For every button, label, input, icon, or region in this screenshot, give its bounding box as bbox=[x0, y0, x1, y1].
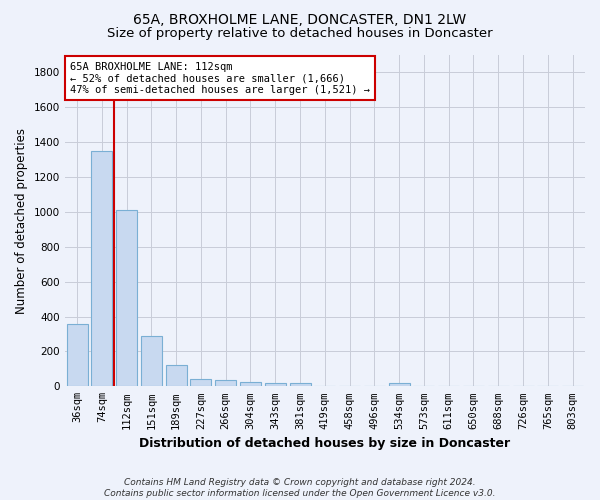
Text: 65A BROXHOLME LANE: 112sqm
← 52% of detached houses are smaller (1,666)
47% of s: 65A BROXHOLME LANE: 112sqm ← 52% of deta… bbox=[70, 62, 370, 95]
Bar bbox=[67, 324, 88, 386]
Text: Size of property relative to detached houses in Doncaster: Size of property relative to detached ho… bbox=[107, 28, 493, 40]
Text: 65A, BROXHOLME LANE, DONCASTER, DN1 2LW: 65A, BROXHOLME LANE, DONCASTER, DN1 2LW bbox=[133, 12, 467, 26]
X-axis label: Distribution of detached houses by size in Doncaster: Distribution of detached houses by size … bbox=[139, 437, 511, 450]
Bar bbox=[166, 364, 187, 386]
Bar bbox=[265, 383, 286, 386]
Bar bbox=[190, 380, 211, 386]
Bar bbox=[141, 336, 162, 386]
Bar bbox=[240, 382, 261, 386]
Bar bbox=[116, 210, 137, 386]
Bar bbox=[215, 380, 236, 386]
Bar bbox=[91, 151, 112, 386]
Bar bbox=[389, 383, 410, 386]
Text: Contains HM Land Registry data © Crown copyright and database right 2024.
Contai: Contains HM Land Registry data © Crown c… bbox=[104, 478, 496, 498]
Y-axis label: Number of detached properties: Number of detached properties bbox=[15, 128, 28, 314]
Bar bbox=[290, 383, 311, 386]
